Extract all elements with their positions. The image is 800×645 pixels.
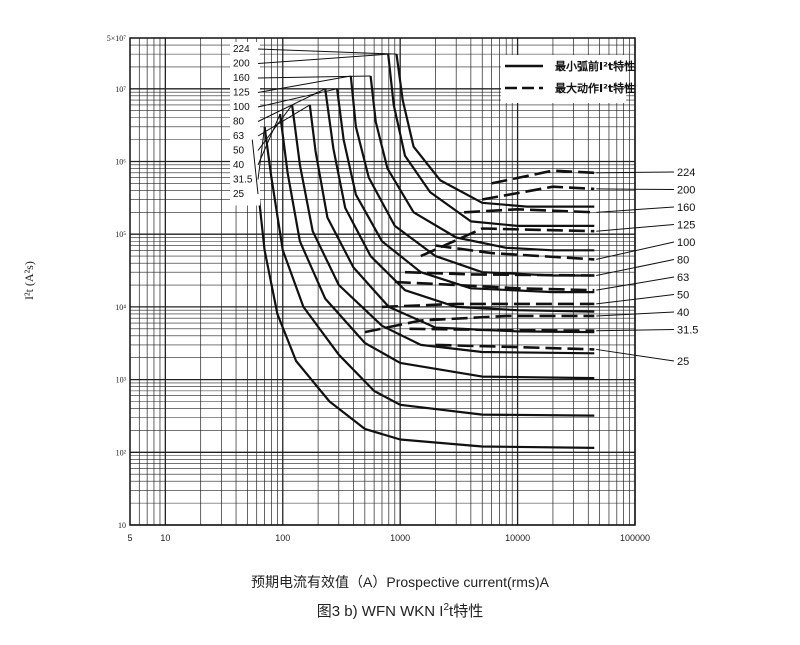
operating-line-63 [394, 280, 595, 292]
right-leader-31.5 [596, 329, 675, 332]
left-label-224: 224 [233, 44, 250, 55]
right-leader-63 [596, 276, 675, 291]
left-label-50: 50 [233, 146, 245, 157]
legend-box [501, 55, 626, 103]
y-tick-label: 10 [118, 521, 126, 530]
x-tick-label: 100000 [620, 533, 650, 543]
operating-line-224 [491, 169, 595, 185]
plot-frame [129, 37, 636, 526]
tick-labels: 5 10 100 1000 10000 1000005×10⁷10⁷10⁶10⁵10⁴10… [107, 34, 650, 543]
left-leader-50 [257, 104, 293, 151]
y-tick-label: 10² [116, 448, 127, 457]
pre-arc-line-224 [395, 53, 595, 208]
pre-arc-line-200 [387, 53, 595, 227]
caption-suffix: t特性 [449, 603, 484, 620]
y-tick-label: 10³ [116, 376, 127, 385]
right-leader-25 [596, 348, 675, 362]
right-label-50: 50 [677, 290, 689, 302]
left-leader-40 [257, 113, 281, 166]
operating-line-125 [420, 227, 595, 258]
left-leader-25 [251, 139, 259, 195]
pre-arc-line-125 [349, 75, 595, 277]
left-label-31.5: 31.5 [233, 175, 253, 186]
left-label-63: 63 [233, 131, 245, 142]
left-label-100: 100 [233, 102, 250, 113]
right-leader-160 [596, 206, 675, 213]
pre-arc-line-100 [336, 88, 595, 294]
left-label-160: 160 [233, 73, 250, 84]
y-tick-label: 10⁶ [115, 158, 126, 167]
chart: 5 10 100 1000 10000 1000005×10⁷10⁷10⁶10⁵10⁴10… [107, 34, 699, 543]
y-tick-label: 10⁷ [115, 85, 126, 94]
operating-line-160 [464, 207, 595, 214]
left-label-box [230, 42, 260, 206]
right-leader-100 [596, 241, 675, 260]
pre-arc-line-50 [291, 104, 595, 355]
left-label-200: 200 [233, 59, 250, 70]
x-axis-label: 预期电流有效值（A）Prospective current(rms)A [251, 574, 549, 590]
left-leader-31.5 [257, 126, 266, 180]
right-label-31.5: 31.5 [677, 325, 698, 337]
left-leader-224 [257, 48, 397, 55]
right-label-25: 25 [677, 356, 689, 368]
y-tick-label: 5×10⁷ [107, 34, 127, 43]
left-leader-160 [257, 75, 371, 79]
right-leader-40 [596, 311, 675, 317]
left-leader-125 [257, 75, 351, 93]
operating-line-25 [435, 343, 595, 351]
right-label-63: 63 [677, 272, 689, 284]
y-tick-label: 10⁴ [115, 303, 126, 312]
left-label-80: 80 [233, 117, 245, 128]
x-tick-label: 5 [127, 533, 132, 543]
caption-superscript: 2 [443, 602, 450, 613]
grid [129, 37, 636, 526]
right-label-40: 40 [677, 307, 689, 319]
right-label-80: 80 [677, 255, 689, 267]
left-label-40: 40 [233, 160, 245, 171]
plot-border [129, 37, 636, 526]
pre-arc-line-63 [308, 104, 595, 334]
right-label-224: 224 [677, 167, 695, 179]
pre-arc-line-40 [279, 113, 595, 380]
x-tick-label: 10 [160, 533, 170, 543]
left-leader-63 [257, 104, 311, 137]
pre-arc-line-80 [324, 88, 595, 313]
x-tick-label: 10000 [505, 533, 530, 543]
right-label-125: 125 [677, 220, 695, 232]
right-label-160: 160 [677, 202, 695, 214]
right-label-100: 100 [677, 237, 695, 249]
caption-prefix: 图3 b) WFN WKN I [316, 603, 444, 620]
operating-line-200 [481, 185, 595, 201]
operating-line-40 [364, 314, 595, 334]
right-leader-50 [596, 294, 675, 305]
series-labels: 224 200 160 125 100 80 63 50 40 31.5 25 224 200 160 12… [230, 42, 698, 368]
x-tick-label: 1000 [390, 533, 410, 543]
right-leader-200 [596, 188, 675, 190]
left-leader-200 [257, 53, 389, 64]
legend-entry: 最大动作I²t特性 [555, 81, 635, 95]
figure-caption: 图3 b) WFN WKN I2t特性 [0, 600, 800, 621]
operating-line-100 [435, 244, 595, 261]
legend-entry: 最小弧前I²t特性 [555, 59, 635, 73]
left-leader-100 [257, 88, 338, 108]
operating-line-50 [381, 302, 595, 309]
left-label-25: 25 [233, 189, 245, 200]
pre-arc-line-31.5 [263, 126, 595, 417]
right-leader-224 [596, 171, 675, 174]
right-label-200: 200 [677, 185, 695, 197]
right-leader-125 [596, 224, 675, 232]
x-tick-label: 100 [275, 533, 290, 543]
y-axis-label: I²t (A²s) [22, 261, 36, 300]
y-tick-label: 10⁵ [115, 230, 126, 239]
left-label-125: 125 [233, 88, 250, 99]
pre-arc-line-160 [369, 75, 595, 252]
pre-arc-line-25 [251, 139, 595, 449]
right-leader-80 [596, 259, 675, 277]
series-lines [251, 53, 595, 449]
